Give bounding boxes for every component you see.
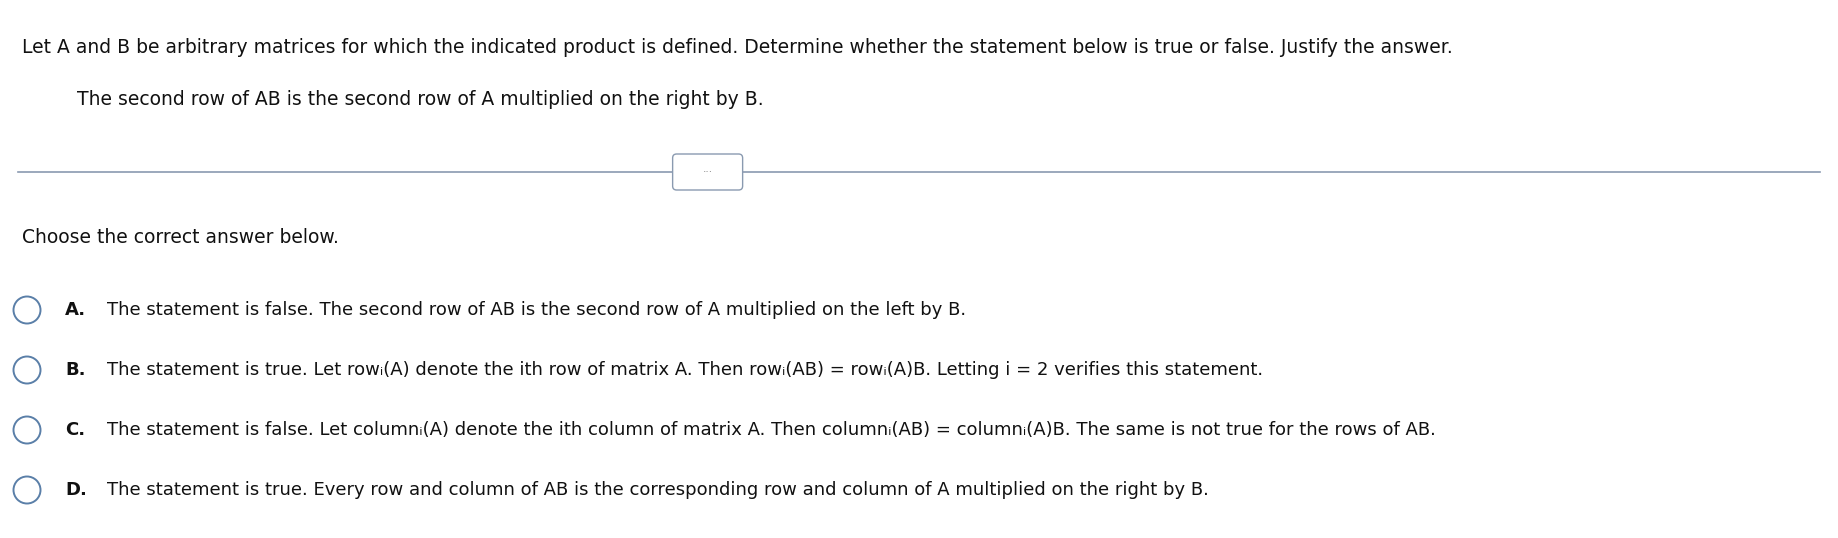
Text: D.: D. — [64, 481, 86, 499]
Text: The second row of AB is the second row of A multiplied on the right by B.: The second row of AB is the second row o… — [77, 90, 763, 109]
Text: The statement is true. Every row and column of AB is the corresponding row and c: The statement is true. Every row and col… — [107, 481, 1209, 499]
Text: The statement is false. The second row of AB is the second row of A multiplied o: The statement is false. The second row o… — [107, 301, 967, 319]
Text: A.: A. — [64, 301, 86, 319]
Text: The statement is false. Let columnᵢ(A) denote the ith column of matrix A. Then c: The statement is false. Let columnᵢ(A) d… — [107, 421, 1435, 439]
Text: C.: C. — [64, 421, 85, 439]
Text: ···: ··· — [702, 167, 713, 177]
Text: Let A and B be arbitrary matrices for which the indicated product is defined. De: Let A and B be arbitrary matrices for wh… — [22, 38, 1452, 57]
Text: The statement is true. Let rowᵢ(A) denote the ith row of matrix A. Then rowᵢ(AB): The statement is true. Let rowᵢ(A) denot… — [107, 361, 1263, 379]
FancyBboxPatch shape — [673, 154, 743, 190]
Text: B.: B. — [64, 361, 86, 379]
Text: Choose the correct answer below.: Choose the correct answer below. — [22, 228, 338, 247]
